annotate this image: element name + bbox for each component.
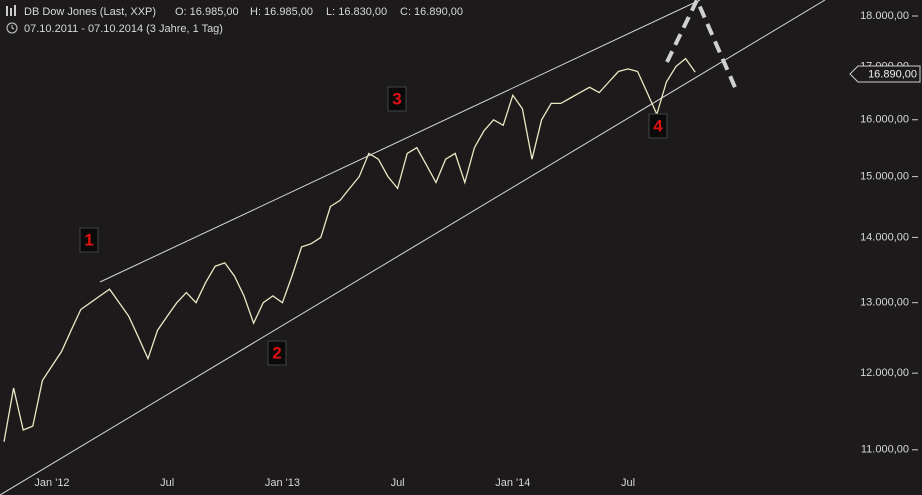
annotation: 1 — [84, 230, 93, 249]
ohlc-low: L: 16.830,00 — [326, 6, 387, 18]
last-price-tag — [849, 65, 921, 83]
icon-bar — [14, 5, 16, 16]
chart-title: DB Dow Jones (Last, XXP) — [24, 6, 156, 18]
y-tick-label: 18.000,00 — [860, 10, 909, 22]
price-line — [3, 57, 696, 442]
x-tick-label: Jan '13 — [265, 477, 300, 489]
channel-upper — [99, 0, 701, 283]
y-tick-label: 12.000,00 — [860, 367, 909, 379]
y-axis: 11.000,00 12.000,00 13.000,00 14.000,00 15.0… — [34, 10, 918, 489]
annotation: 2 — [272, 343, 281, 362]
y-tick-label: 15.000,00 — [860, 171, 909, 183]
icon-bar — [6, 6, 8, 16]
annotation-box — [267, 340, 287, 366]
x-tick-label: Jan '12 — [34, 477, 69, 489]
chart-subtitle: 07.10.2011 - 07.10.2014 (3 Jahre, 1 Tag) — [24, 23, 223, 35]
x-tick-label: Jul — [391, 477, 405, 489]
projection-arrow — [665, 0, 739, 93]
clock-icon — [6, 22, 18, 34]
y-tick-label: 11.000,00 — [861, 444, 909, 456]
plot — [3, 57, 696, 442]
x-tick-label: Jul — [160, 477, 174, 489]
ohlc-close: C: 16.890,00 — [400, 6, 463, 18]
y-tick-label: 13.000,00 — [860, 297, 909, 309]
x-tick-label: Jul — [621, 477, 635, 489]
y-tick-label: 16.000,00 — [860, 114, 909, 126]
ohlc-high: H: 16.985,00 — [250, 6, 313, 18]
clock-hand — [11, 25, 15, 30]
annotation: 4 — [653, 116, 663, 135]
x-tick-label: Jan '14 — [495, 477, 530, 489]
last-price-label: 16.890,00 — [868, 68, 917, 80]
channel-lower — [0, 0, 826, 495]
annotation-box — [79, 227, 99, 253]
annotation-box — [387, 86, 407, 112]
y-tick-label: 14.000,00 — [860, 231, 909, 243]
annotation: 3 — [392, 89, 401, 108]
header: DB Dow Jones (Last, XXP) O: 16.985,00 H:… — [6, 5, 463, 35]
icon-bar — [10, 8, 12, 16]
annotations: 1 2 3 4 — [79, 86, 668, 366]
annotation-box — [648, 113, 668, 139]
ohlc-open: O: 16.985,00 — [175, 6, 239, 18]
